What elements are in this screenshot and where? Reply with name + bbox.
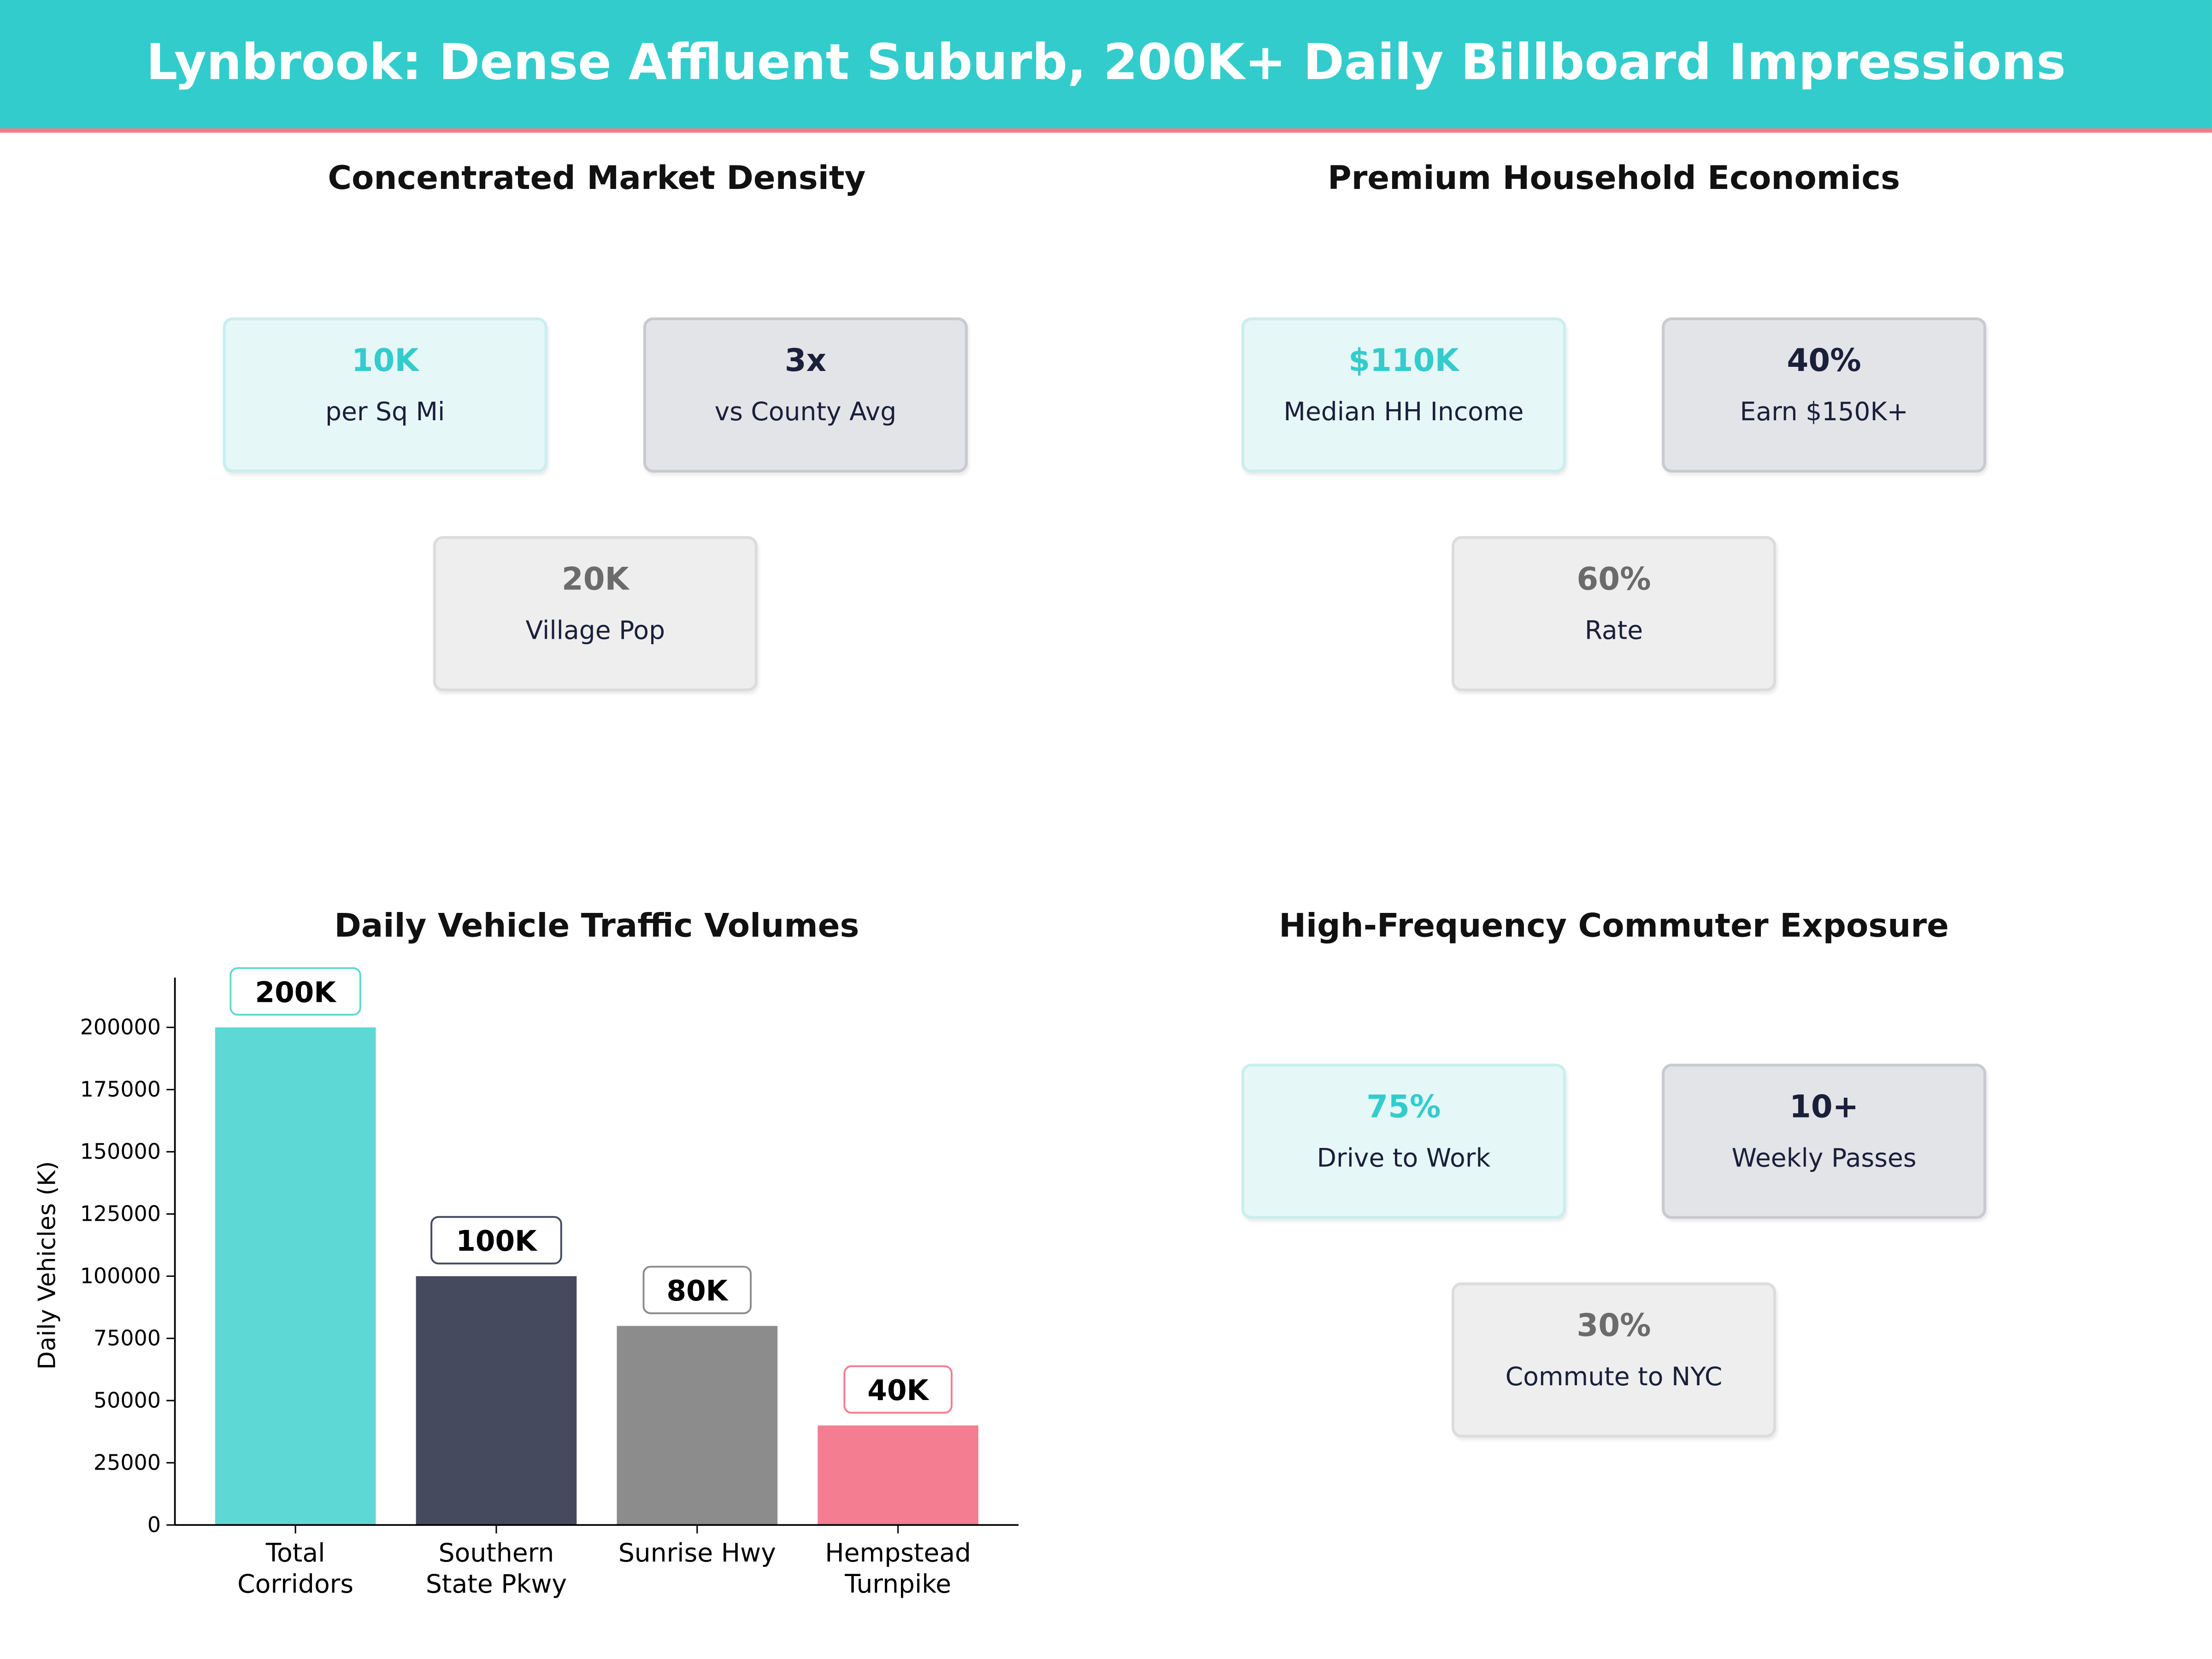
x-tick-label: Corridors [237, 1569, 353, 1599]
stat-value: $110K [1348, 344, 1459, 380]
stat-value: 3x [784, 344, 827, 380]
y-tick-label: 75000 [94, 1326, 161, 1351]
commuter-stat-card: 10+ Weekly Passes [1662, 1064, 1987, 1219]
data-label-box [843, 1365, 953, 1414]
stat-value: 20K [561, 563, 629, 598]
density-stat-card: 20K Village Pop [433, 536, 758, 691]
data-label: 100K [456, 1225, 538, 1258]
stat-label: Weekly Passes [1731, 1144, 1917, 1174]
data-label-box [229, 967, 361, 1016]
economics-stat-card: 60% Rate [1451, 536, 1777, 691]
bar [617, 1326, 778, 1525]
stat-value: 10K [351, 344, 419, 380]
bar [818, 1425, 979, 1525]
stat-label: Rate [1584, 616, 1643, 647]
stat-label: Village Pop [525, 616, 665, 647]
y-tick-label: 50000 [94, 1388, 161, 1413]
stat-label: Median HH Income [1283, 398, 1524, 428]
y-tick-label: 175000 [80, 1077, 161, 1102]
stat-label: per Sq Mi [325, 398, 445, 428]
chart-title: Daily Vehicle Traffic Volumes [334, 908, 859, 946]
data-label: 80K [666, 1275, 729, 1307]
commuter-stat-card: 30% Commute to NYC [1451, 1282, 1777, 1438]
bar [215, 1027, 376, 1525]
stat-value: 60% [1577, 563, 1651, 598]
x-tick-label: Sunrise Hwy [618, 1538, 776, 1568]
data-label-box [642, 1265, 752, 1314]
stat-value: 75% [1366, 1090, 1441, 1126]
y-tick-label: 25000 [94, 1450, 161, 1475]
page-title: Lynbrook: Dense Affluent Suburb, 200K+ D… [146, 35, 2066, 92]
y-tick-label: 100000 [80, 1264, 161, 1288]
density-stat-card: 10K per Sq Mi [223, 317, 547, 473]
density-stat-card: 3x vs County Avg [643, 317, 968, 473]
header: Lynbrook: Dense Affluent Suburb, 200K+ D… [0, 0, 2212, 133]
stat-value: 30% [1577, 1309, 1651, 1345]
commuter-stat-card: 75% Drive to Work [1241, 1064, 1566, 1219]
y-tick-label: 150000 [80, 1139, 161, 1164]
y-tick-label: 200000 [80, 1015, 161, 1040]
y-tick-label: 0 [147, 1512, 161, 1537]
data-label: 40K [867, 1374, 930, 1407]
stat-label: Drive to Work [1317, 1144, 1491, 1174]
stat-label: Earn $150K+ [1740, 398, 1908, 428]
x-tick-label: Southern [439, 1538, 554, 1568]
economics-title: Premium Household Economics [1327, 160, 1900, 198]
economics-stat-card: $110K Median HH Income [1241, 317, 1566, 473]
x-tick-label: Total [265, 1538, 325, 1568]
data-label: 200K [255, 976, 337, 1009]
y-axis-label: Daily Vehicles (K) [33, 1161, 61, 1370]
stat-label: Commute to NYC [1505, 1363, 1723, 1393]
commuter-title: High-Frequency Commuter Exposure [1279, 908, 1949, 946]
economics-stat-card: 40% Earn $150K+ [1662, 317, 1987, 473]
x-tick-label: Turnpike [844, 1569, 951, 1599]
x-tick-label: Hempstead [825, 1538, 971, 1568]
x-tick-label: State Pkwy [426, 1569, 567, 1599]
bar [416, 1276, 577, 1525]
density-title: Concentrated Market Density [328, 160, 866, 198]
data-label-box [430, 1216, 562, 1265]
stat-value: 40% [1787, 344, 1861, 380]
stat-label: vs County Avg [714, 398, 897, 428]
stat-value: 10+ [1789, 1090, 1859, 1126]
y-tick-label: 125000 [80, 1201, 161, 1226]
